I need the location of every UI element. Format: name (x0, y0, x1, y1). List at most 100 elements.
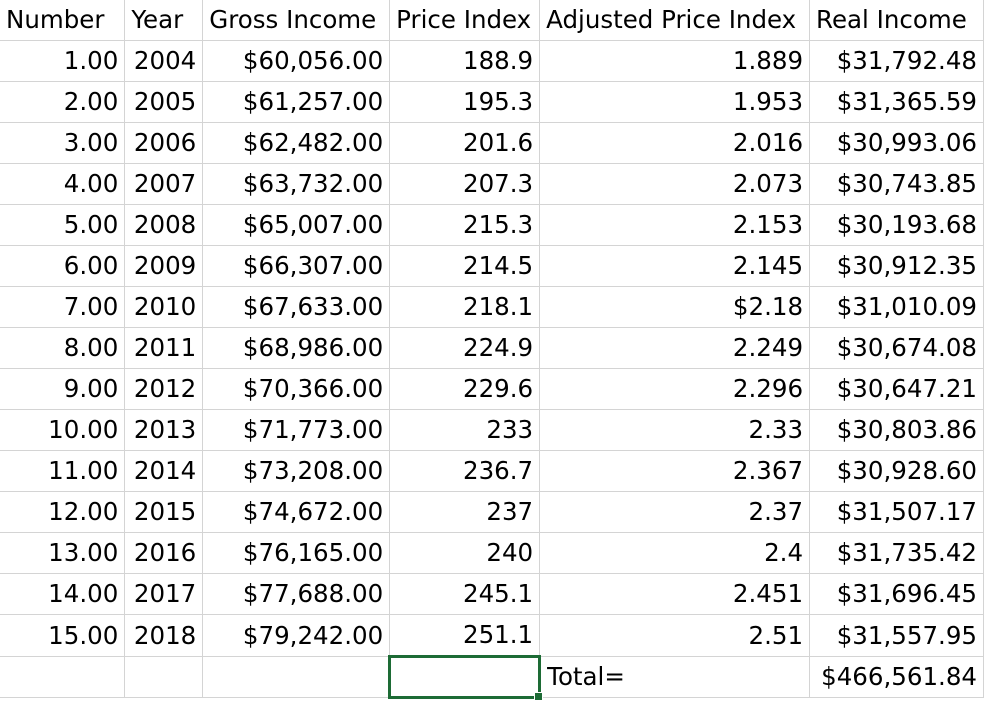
real-income-cell[interactable]: $31,507.17 (809, 491, 984, 533)
real-income-cell[interactable]: $30,647.21 (809, 368, 984, 410)
selected-cell[interactable] (388, 655, 544, 701)
real-income-cell[interactable]: $31,557.95 (809, 614, 984, 657)
adjusted-price-index-cell[interactable]: 2.4 (539, 532, 811, 574)
year-cell[interactable]: 2017 (124, 573, 204, 615)
empty-cell[interactable] (202, 656, 391, 698)
gross-income-cell[interactable]: $60,056.00 (202, 40, 391, 82)
number-cell[interactable]: 10.00 (0, 409, 126, 451)
adjusted-price-index-cell[interactable]: 2.451 (539, 573, 811, 615)
adjusted-price-index-cell[interactable]: 2.249 (539, 327, 811, 369)
price-index-cell[interactable]: 188.9 (389, 40, 541, 82)
number-cell[interactable]: 12.00 (0, 491, 126, 533)
price-index-cell[interactable]: 224.9 (389, 327, 541, 369)
adjusted-price-index-cell[interactable]: 2.153 (539, 204, 811, 246)
fill-handle[interactable] (534, 692, 544, 701)
price-index-cell[interactable]: 236.7 (389, 450, 541, 492)
gross-income-cell[interactable]: $67,633.00 (202, 286, 391, 328)
real-income-cell[interactable]: $31,792.48 (809, 40, 984, 82)
gross-income-cell[interactable]: $63,732.00 (202, 163, 391, 205)
number-cell[interactable]: 9.00 (0, 368, 126, 410)
number-cell[interactable]: 11.00 (0, 450, 126, 492)
gross-income-cell[interactable]: $71,773.00 (202, 409, 391, 451)
real-income-cell[interactable]: $30,928.60 (809, 450, 984, 492)
year-cell[interactable]: 2012 (124, 368, 204, 410)
year-cell[interactable]: 2014 (124, 450, 204, 492)
year-cell[interactable]: 2018 (124, 614, 204, 657)
number-cell[interactable]: 6.00 (0, 245, 126, 287)
gross-income-cell[interactable]: $76,165.00 (202, 532, 391, 574)
gross-income-cell[interactable]: $62,482.00 (202, 122, 391, 164)
number-cell[interactable]: 3.00 (0, 122, 126, 164)
header-real-income[interactable]: Real Income (809, 0, 984, 41)
number-cell[interactable]: 4.00 (0, 163, 126, 205)
header-gross-income[interactable]: Gross Income (202, 0, 391, 41)
number-cell[interactable]: 15.00 (0, 614, 126, 657)
gross-income-cell[interactable]: $68,986.00 (202, 327, 391, 369)
number-cell[interactable]: 5.00 (0, 204, 126, 246)
number-cell[interactable]: 1.00 (0, 40, 126, 82)
total-value-cell[interactable]: $466,561.84 (809, 656, 984, 698)
year-cell[interactable]: 2011 (124, 327, 204, 369)
header-year[interactable]: Year (124, 0, 204, 41)
number-cell[interactable]: 13.00 (0, 532, 126, 574)
year-cell[interactable]: 2009 (124, 245, 204, 287)
price-index-cell[interactable]: 237 (389, 491, 541, 533)
real-income-cell[interactable]: $31,365.59 (809, 81, 984, 123)
price-index-cell[interactable]: 229.6 (389, 368, 541, 410)
price-index-cell[interactable]: 245.1 (389, 573, 541, 615)
year-cell[interactable]: 2006 (124, 122, 204, 164)
year-cell[interactable]: 2010 (124, 286, 204, 328)
adjusted-price-index-cell[interactable]: 2.296 (539, 368, 811, 410)
price-index-cell[interactable]: 240 (389, 532, 541, 574)
year-cell[interactable]: 2008 (124, 204, 204, 246)
adjusted-price-index-cell[interactable]: 2.073 (539, 163, 811, 205)
real-income-cell[interactable]: $30,674.08 (809, 327, 984, 369)
gross-income-cell[interactable]: $79,242.00 (202, 614, 391, 657)
price-index-cell[interactable]: 201.6 (389, 122, 541, 164)
empty-cell[interactable] (0, 656, 126, 698)
real-income-cell[interactable]: $31,696.45 (809, 573, 984, 615)
header-price-index[interactable]: Price Index (389, 0, 541, 41)
year-cell[interactable]: 2005 (124, 81, 204, 123)
gross-income-cell[interactable]: $65,007.00 (202, 204, 391, 246)
adjusted-price-index-cell[interactable]: 2.145 (539, 245, 811, 287)
real-income-cell[interactable]: $30,993.06 (809, 122, 984, 164)
year-cell[interactable]: 2015 (124, 491, 204, 533)
price-index-cell[interactable]: 214.5 (389, 245, 541, 287)
real-income-cell[interactable]: $30,912.35 (809, 245, 984, 287)
gross-income-cell[interactable]: $77,688.00 (202, 573, 391, 615)
adjusted-price-index-cell[interactable]: 1.889 (539, 40, 811, 82)
empty-cell[interactable] (124, 656, 204, 698)
header-number[interactable]: Number (0, 0, 126, 41)
header-adjusted-price-index[interactable]: Adjusted Price Index (539, 0, 811, 41)
adjusted-price-index-cell[interactable]: 2.367 (539, 450, 811, 492)
year-cell[interactable]: 2013 (124, 409, 204, 451)
price-index-cell[interactable]: 215.3 (389, 204, 541, 246)
real-income-cell[interactable]: $30,743.85 (809, 163, 984, 205)
real-income-cell[interactable]: $30,193.68 (809, 204, 984, 246)
gross-income-cell[interactable]: $73,208.00 (202, 450, 391, 492)
adjusted-price-index-cell[interactable]: $2.18 (539, 286, 811, 328)
price-index-cell[interactable]: 251.1 (389, 614, 541, 657)
number-cell[interactable]: 14.00 (0, 573, 126, 615)
adjusted-price-index-cell[interactable]: 2.37 (539, 491, 811, 533)
gross-income-cell[interactable]: $66,307.00 (202, 245, 391, 287)
price-index-cell[interactable]: 195.3 (389, 81, 541, 123)
adjusted-price-index-cell[interactable]: 2.51 (539, 614, 811, 657)
gross-income-cell[interactable]: $70,366.00 (202, 368, 391, 410)
gross-income-cell[interactable]: $61,257.00 (202, 81, 391, 123)
real-income-cell[interactable]: $30,803.86 (809, 409, 984, 451)
year-cell[interactable]: 2016 (124, 532, 204, 574)
real-income-cell[interactable]: $31,735.42 (809, 532, 984, 574)
number-cell[interactable]: 2.00 (0, 81, 126, 123)
total-label-cell[interactable]: Total= (538, 656, 811, 698)
price-index-cell[interactable]: 218.1 (389, 286, 541, 328)
adjusted-price-index-cell[interactable]: 1.953 (539, 81, 811, 123)
real-income-cell[interactable]: $31,010.09 (809, 286, 984, 328)
number-cell[interactable]: 7.00 (0, 286, 126, 328)
price-index-cell[interactable]: 233 (389, 409, 541, 451)
adjusted-price-index-cell[interactable]: 2.33 (539, 409, 811, 451)
adjusted-price-index-cell[interactable]: 2.016 (539, 122, 811, 164)
gross-income-cell[interactable]: $74,672.00 (202, 491, 391, 533)
year-cell[interactable]: 2004 (124, 40, 204, 82)
